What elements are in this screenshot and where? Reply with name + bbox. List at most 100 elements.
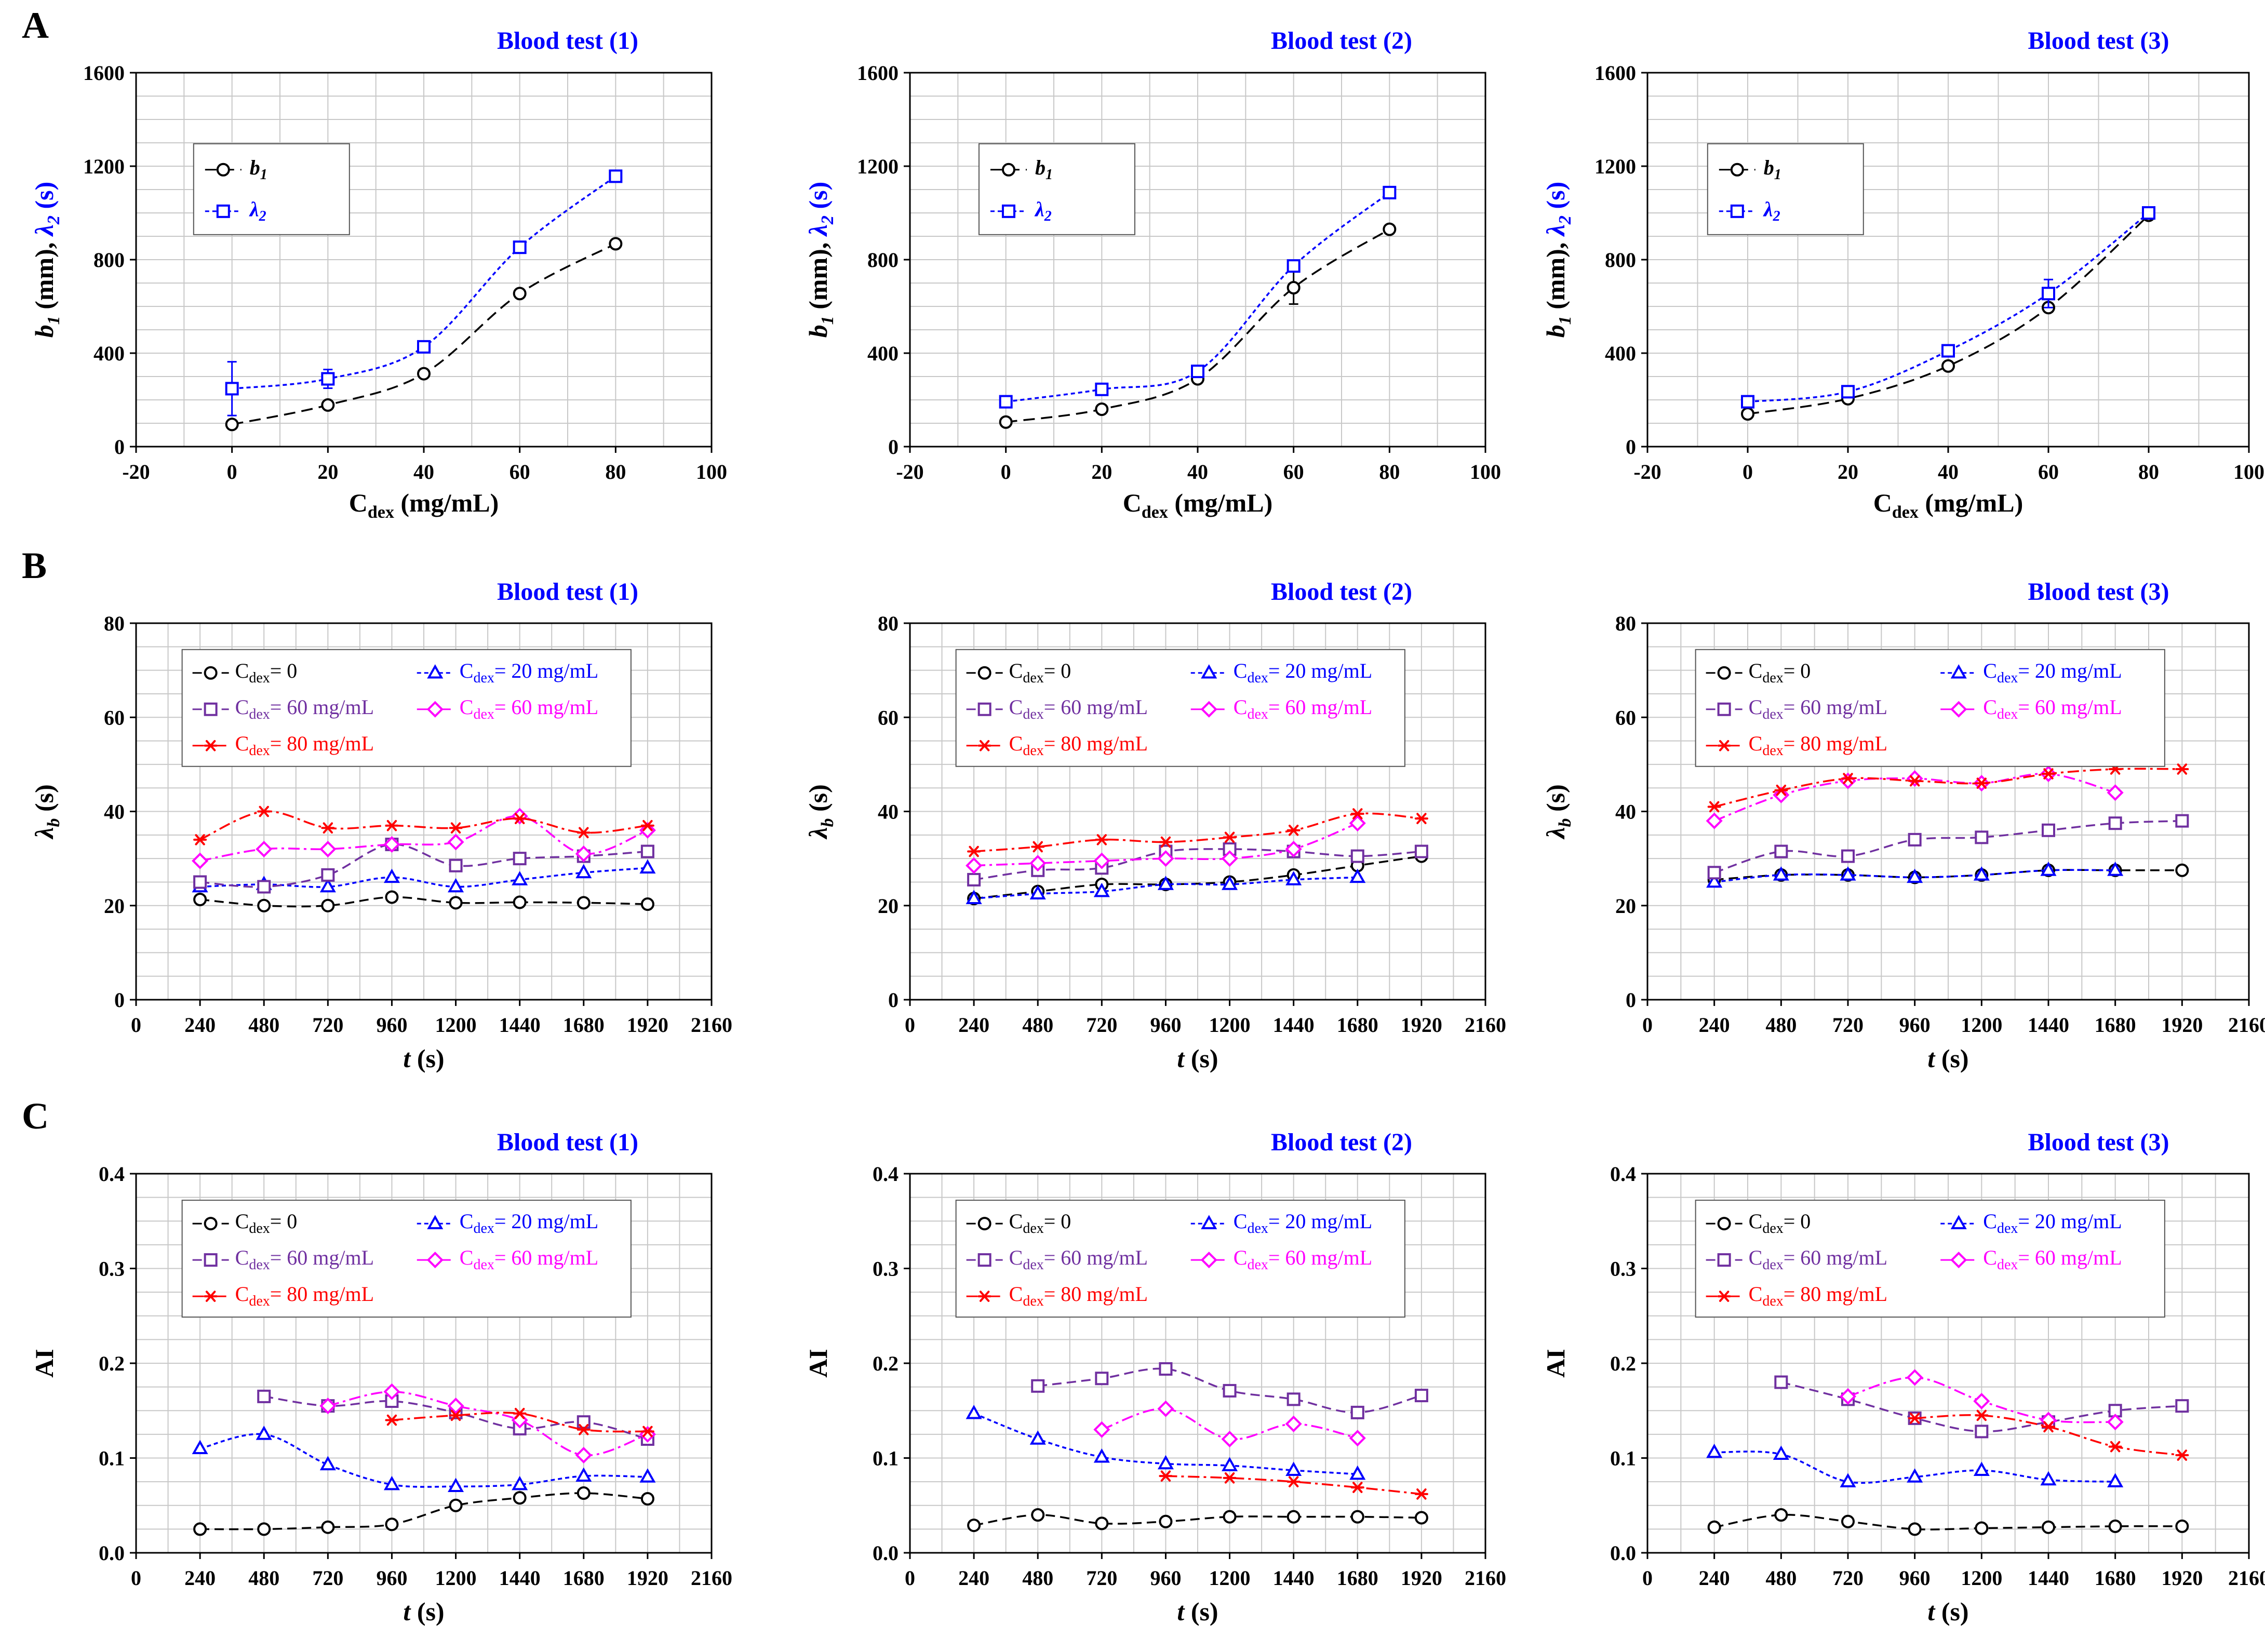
legend-sub: 2 <box>1773 208 1780 224</box>
legend-label: b1 <box>1764 156 1781 183</box>
x-tick-label: 1680 <box>2095 1566 2136 1590</box>
legend-sub: dex <box>249 743 270 759</box>
legend-marker <box>427 1215 444 1229</box>
star-stroke <box>1416 813 1427 824</box>
x-tick-label: 100 <box>2233 460 2264 483</box>
legend-label: Cdex= 60 mg/mL <box>460 1246 598 1273</box>
legend-marker <box>1717 740 1731 751</box>
legend-label: Cdex= 0 <box>1009 659 1071 686</box>
data-point <box>640 897 654 911</box>
data-point <box>513 240 527 254</box>
data-point <box>319 1398 337 1415</box>
star-stroke <box>1843 773 1853 784</box>
legend-value: = 0 <box>270 1210 298 1233</box>
legend-sub: dex <box>1023 743 1043 759</box>
legend-sub: dex <box>249 706 270 722</box>
data-point <box>1157 850 1174 867</box>
legend-value: = 60 mg/mL <box>270 1246 374 1269</box>
data-point <box>1383 185 1397 199</box>
data-point <box>1839 772 1857 789</box>
legend-value: = 0 <box>1784 659 1811 682</box>
legend-c: C <box>460 1210 474 1233</box>
legend-sub: dex <box>1997 1221 2018 1237</box>
y-tick-label: 0 <box>1626 988 1636 1012</box>
legend-value: = 60 mg/mL <box>2018 1246 2122 1269</box>
legend-label: Cdex= 60 mg/mL <box>1234 695 1372 722</box>
data-point <box>2175 1519 2189 1533</box>
data-point <box>321 898 335 912</box>
chart-b1: 0 240 480 720 960 1200 1440 1680 1920 2160 0 20 40 60… <box>30 578 732 1073</box>
ylabel-ai: AI <box>30 1349 59 1378</box>
series--2 <box>225 169 623 417</box>
chart-c3: 0 240 480 720 960 1200 1440 1680 1920 2160 0.0 0.1 0… <box>1541 1129 2265 1626</box>
series-cdex-80-mg-ml <box>1908 1409 2189 1461</box>
xlabel-sub: dex <box>1142 503 1168 522</box>
legend-marker <box>1717 702 1731 716</box>
x-tick-label: 720 <box>1086 1013 1117 1037</box>
y-axis-label: b1 (mm), λ2 (s) <box>30 182 63 338</box>
legend-lambda: λ <box>1034 197 1044 221</box>
x-tick-label: 960 <box>376 1566 407 1590</box>
data-point <box>513 895 527 909</box>
data-point <box>417 340 431 354</box>
series-cdex-60-mg-ml <box>966 815 1366 874</box>
legend-marker <box>204 1217 218 1231</box>
x-tick-label: 240 <box>1699 1013 1730 1037</box>
series-line <box>1747 212 2150 403</box>
series-cdex-60-mg-ml <box>1707 814 2189 880</box>
star-stroke <box>1224 831 1235 843</box>
data-point <box>1349 1430 1366 1447</box>
x-tick-label: 100 <box>1470 460 1501 483</box>
star-stroke <box>579 1423 589 1435</box>
data-point <box>967 845 981 857</box>
legend-c: C <box>235 1282 249 1306</box>
data-point <box>1222 1457 1238 1471</box>
data-point <box>1159 836 1173 848</box>
legend-label: Cdex= 0 <box>1749 659 1811 686</box>
data-point <box>1286 1392 1301 1406</box>
legend-value: = 60 mg/mL <box>494 695 598 719</box>
legend-value: = 60 mg/mL <box>1784 695 1887 719</box>
legend-box <box>181 1200 632 1318</box>
x-tick-label: 480 <box>248 1566 279 1590</box>
data-point <box>1031 1508 1045 1522</box>
legend-c: C <box>1009 1282 1023 1306</box>
data-point <box>1841 773 1855 784</box>
data-point <box>999 415 1013 429</box>
legend-marker <box>977 1217 991 1231</box>
data-point <box>1286 1476 1301 1487</box>
star-stroke <box>1909 775 1920 787</box>
y-tick-label: 400 <box>93 342 125 365</box>
series-cdex-60-mg-ml <box>192 808 656 869</box>
legend-value: = 20 mg/mL <box>2018 1210 2122 1233</box>
xlabel-t: t <box>1927 1044 1936 1073</box>
x-tick-label: 1920 <box>627 1566 668 1590</box>
star-stroke <box>979 740 990 751</box>
legend-marker <box>977 1253 991 1267</box>
data-point <box>609 237 623 251</box>
data-point <box>967 1519 981 1533</box>
legend-label: Cdex= 60 mg/mL <box>1749 695 1887 722</box>
legend-value: = 0 <box>270 659 298 682</box>
legend-sub: dex <box>1247 1257 1268 1273</box>
xlabel-unit: (s) <box>1935 1044 1968 1073</box>
legend-c: C <box>235 659 249 682</box>
star-stroke <box>2043 768 2054 780</box>
ylabel-sub: b <box>818 818 837 827</box>
legend-value: = 80 mg/mL <box>1044 1282 1148 1306</box>
legend-marker <box>204 702 218 716</box>
x-tick-label: 0 <box>1743 460 1753 483</box>
data-point <box>1029 855 1047 872</box>
data-point <box>575 1467 592 1482</box>
y-tick-label: 0.2 <box>99 1352 125 1375</box>
star-stroke <box>969 845 979 857</box>
legend-c: C <box>1749 1246 1763 1269</box>
data-point <box>1286 281 1301 294</box>
data-point <box>639 1468 656 1483</box>
x-tick-label: 480 <box>1765 1566 1797 1590</box>
ylabel-lambda: λ <box>803 224 833 237</box>
data-point <box>1095 382 1109 396</box>
star-stroke <box>205 1291 216 1302</box>
legend-marker <box>1717 666 1731 680</box>
